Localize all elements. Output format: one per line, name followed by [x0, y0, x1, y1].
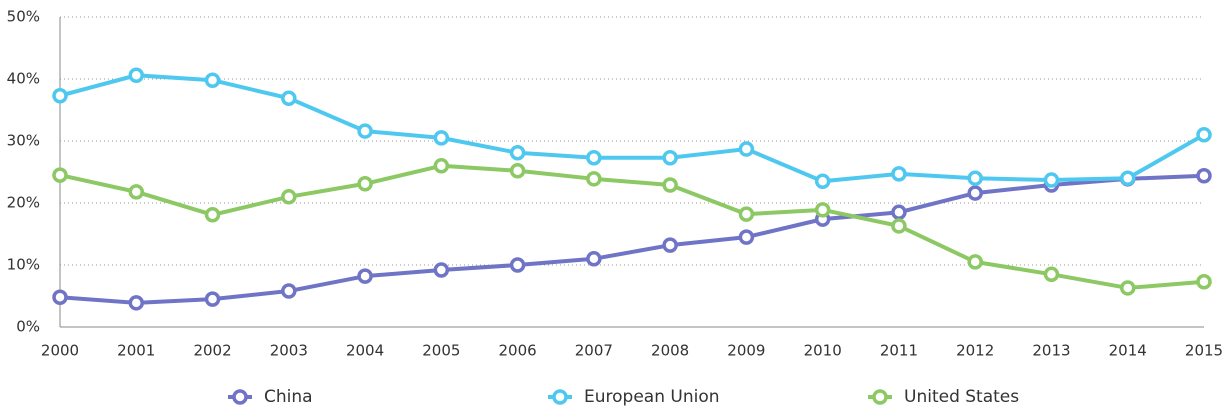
data-point	[1196, 273, 1212, 290]
legend-marker	[232, 389, 248, 405]
legend-label: United States	[904, 387, 1019, 407]
x-tick-label: 2013	[1032, 342, 1070, 360]
data-point	[204, 291, 221, 307]
data-point	[891, 166, 907, 182]
y-tick-label: 40%	[7, 70, 40, 88]
x-tick-label: 2010	[804, 342, 842, 360]
x-tick-label: 2001	[117, 342, 155, 360]
y-tick-label: 10%	[7, 256, 40, 274]
x-tick-label: 2011	[880, 342, 918, 360]
data-point	[281, 283, 297, 299]
data-point	[967, 254, 983, 270]
x-tick-label: 2005	[422, 342, 460, 360]
x-tick-label: 2015	[1185, 342, 1223, 360]
data-point	[128, 295, 145, 311]
data-point	[509, 257, 526, 273]
data-point	[509, 163, 526, 179]
y-tick-label: 20%	[7, 194, 40, 212]
data-point	[662, 149, 678, 166]
data-point	[52, 167, 68, 183]
legend-marker	[872, 389, 888, 405]
data-point	[814, 173, 831, 190]
data-point	[1043, 172, 1060, 188]
x-tick-label: 2008	[651, 342, 689, 360]
data-point	[586, 149, 602, 166]
data-point	[967, 170, 983, 186]
y-tick-label: 0%	[16, 318, 40, 336]
data-point	[586, 251, 602, 267]
data-point	[357, 123, 373, 139]
x-tick-label: 2014	[1109, 342, 1147, 360]
data-point	[1119, 280, 1136, 296]
data-point	[738, 206, 755, 222]
y-tick-label: 50%	[7, 8, 40, 26]
y-tick-label: 30%	[7, 132, 40, 150]
data-point	[281, 189, 297, 205]
x-tick-label: 2002	[193, 342, 231, 360]
series-line	[59, 163, 1205, 290]
data-point	[1119, 170, 1136, 186]
data-point	[433, 130, 450, 146]
data-point	[128, 67, 145, 84]
data-point	[1196, 127, 1212, 143]
data-point	[586, 171, 602, 187]
series-line	[59, 173, 1205, 305]
x-tick-label: 2003	[270, 342, 308, 360]
legend-label: European Union	[584, 387, 720, 407]
data-point	[357, 176, 373, 192]
data-point	[52, 289, 68, 305]
legend-label: China	[264, 387, 313, 407]
data-point	[52, 87, 68, 104]
data-point	[891, 204, 907, 221]
data-point	[738, 229, 755, 245]
data-point	[814, 202, 831, 218]
data-point	[738, 141, 755, 157]
data-point	[433, 262, 450, 278]
x-tick-label: 2004	[346, 342, 384, 360]
series-line	[59, 73, 1205, 184]
data-point	[281, 90, 297, 106]
data-point	[204, 72, 221, 88]
data-point	[204, 207, 221, 223]
data-point	[433, 158, 450, 174]
data-point	[662, 177, 678, 193]
data-point	[662, 237, 678, 253]
x-tick-label: 2006	[499, 342, 537, 360]
data-point	[1196, 167, 1212, 184]
x-tick-label: 2000	[41, 342, 79, 360]
x-tick-label: 2009	[727, 342, 765, 360]
data-point	[1043, 266, 1060, 283]
data-point	[357, 268, 373, 284]
data-point	[509, 145, 526, 161]
legend-marker	[552, 389, 568, 405]
data-point	[128, 184, 145, 200]
x-tick-label: 2007	[575, 342, 613, 360]
x-tick-label: 2012	[956, 342, 994, 360]
data-point	[967, 185, 983, 201]
data-point	[891, 218, 907, 234]
